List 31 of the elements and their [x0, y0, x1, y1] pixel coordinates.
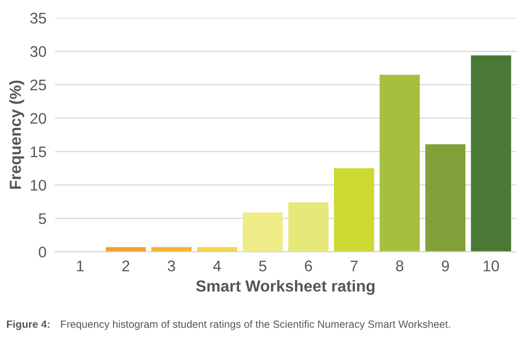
bar — [380, 74, 420, 252]
y-axis-title: Frequency (%) — [9, 80, 24, 189]
y-tick-label: 35 — [30, 12, 46, 24]
bar — [425, 144, 466, 252]
bar — [334, 168, 374, 252]
x-tick-label: 2 — [122, 260, 130, 272]
caption: Figure 4: — [6, 320, 50, 330]
bar — [106, 247, 146, 252]
bar — [470, 55, 512, 252]
bar — [197, 247, 238, 252]
bar — [242, 212, 283, 252]
x-axis-title: Smart Worksheet rating — [196, 280, 374, 295]
x-tick-label: 3 — [168, 260, 176, 272]
x-tick-label: 9 — [442, 260, 449, 272]
bar — [288, 202, 328, 252]
text: Frequency histogram of student ratings of the Scientific Numeracy Smart Worksheet. — [61, 320, 450, 330]
x-tick-label: 7 — [350, 260, 358, 272]
y-tick-label: 30 — [30, 46, 46, 57]
y-tick-label: 25 — [30, 80, 46, 90]
x-tick-label: 4 — [213, 260, 221, 272]
y-tick-label: 5 — [38, 213, 46, 224]
y-tick-label: 10 — [30, 180, 46, 191]
x-tick-label: 5 — [259, 260, 266, 272]
x-tick-label: 8 — [396, 260, 404, 272]
x-tick-label: 1 — [77, 260, 84, 272]
x-tick-label: 6 — [304, 260, 312, 272]
y-tick-label: 15 — [30, 146, 46, 158]
y-tick-label: 0 — [38, 246, 46, 258]
x-tick-label: 10 — [484, 260, 499, 272]
bar — [151, 247, 192, 252]
y-tick-label: 20 — [30, 113, 46, 124]
